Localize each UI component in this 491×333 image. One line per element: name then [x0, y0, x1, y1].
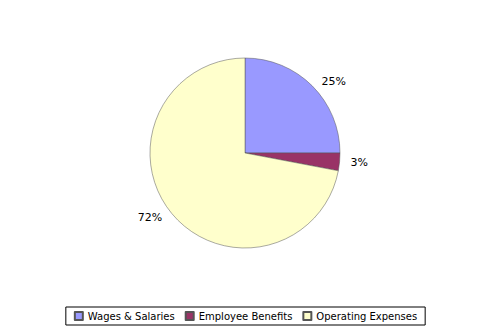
svg-text:Operating Expenses: Operating Expenses: [316, 311, 417, 322]
svg-text:72%: 72%: [138, 211, 162, 224]
svg-text:3%: 3%: [351, 156, 368, 169]
svg-text:25%: 25%: [321, 75, 345, 88]
svg-text:Wages & Salaries: Wages & Salaries: [88, 311, 175, 322]
svg-text:Employee Benefits: Employee Benefits: [199, 311, 293, 322]
